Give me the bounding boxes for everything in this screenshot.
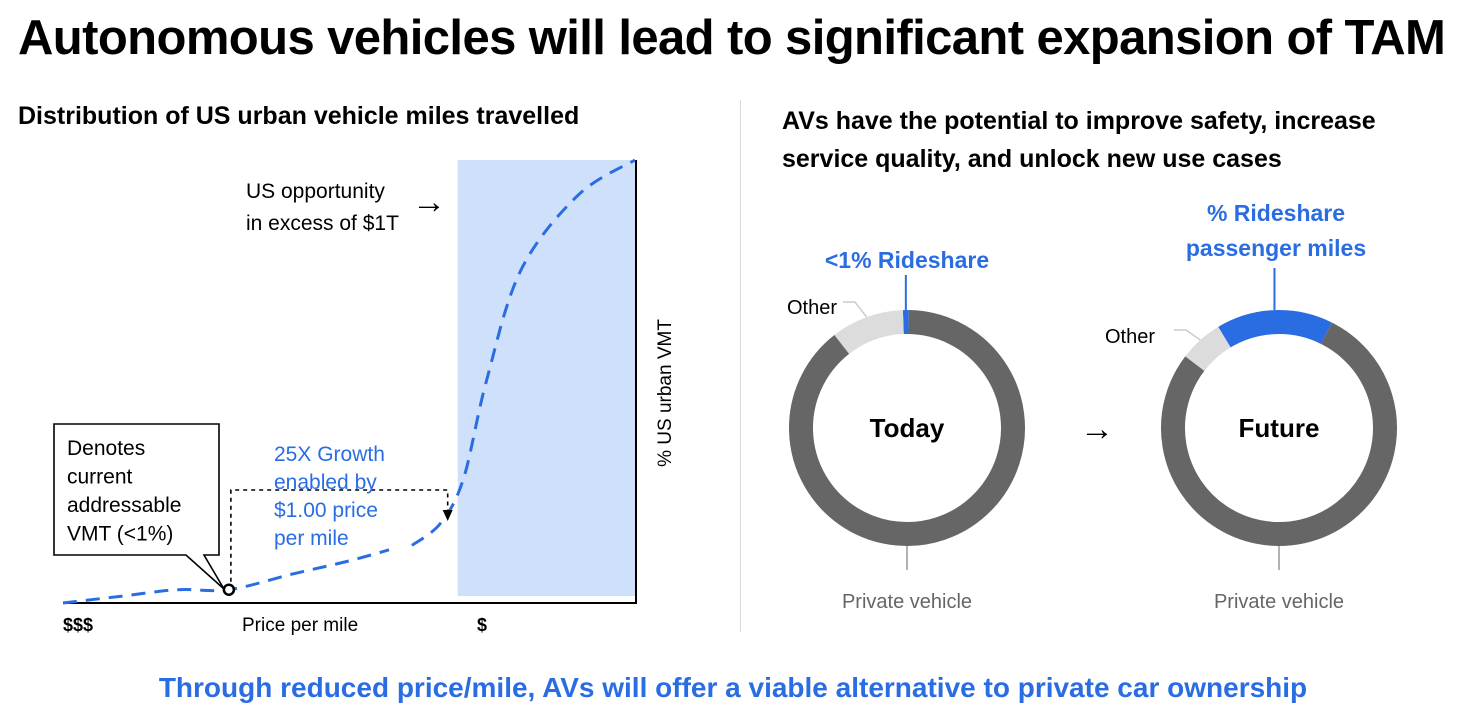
current-vmt-point xyxy=(222,583,236,596)
other-label: Other xyxy=(787,297,837,319)
current-vmt-callout-box xyxy=(53,423,225,590)
donut-layer: Today Private vehicle Other <1% Rideshare → F… xyxy=(787,200,1397,613)
private-vehicle-label: Private vehicle xyxy=(842,591,972,613)
line-chart-layer: Denotes current addressable VMT (<1%) 25X Gr… xyxy=(53,158,676,636)
rideshare-label-today: <1% Rideshare xyxy=(825,247,989,273)
growth-annotation-line: 25X Growth xyxy=(274,443,385,466)
growth-annotation-line: enabled by xyxy=(274,471,377,494)
current-vmt-callout-line: VMT (<1%) xyxy=(67,523,173,546)
donut-charts: Today Private vehicle Other <1% Rideshare → F… xyxy=(787,200,1397,613)
x-tick-low-price: $ xyxy=(477,615,487,635)
donut-center-label: Future xyxy=(1239,413,1320,443)
opportunity-arrow-icon: → xyxy=(412,183,446,221)
current-vmt-callout-line: current xyxy=(67,466,133,489)
growth-annotation-line: per mile xyxy=(274,527,349,550)
growth-bracket-arrowhead xyxy=(442,510,453,521)
footer-statement: Through reduced price/mile, AVs will off… xyxy=(158,672,1308,703)
page-title: Autonomous vehicles will lead to signifi… xyxy=(18,11,1446,65)
opportunity-shaded-region xyxy=(457,160,635,596)
rideshare-label-future-line2: passenger miles xyxy=(1186,235,1366,261)
other-label: Other xyxy=(1105,326,1155,348)
rideshare-slice xyxy=(1218,310,1332,348)
private-vehicle-label: Private vehicle xyxy=(1214,591,1344,613)
growth-bracket xyxy=(230,489,449,582)
private-vehicle-slice xyxy=(1161,322,1397,546)
other-slice xyxy=(1185,326,1231,372)
other-leader xyxy=(843,301,868,318)
transition-arrow-icon: → xyxy=(1080,410,1114,448)
opportunity-annotation-line: US opportunity xyxy=(246,180,385,203)
other-leader xyxy=(1174,329,1201,341)
private-vehicle-slice xyxy=(789,310,1025,546)
y-axis-label: % US urban VMT xyxy=(655,319,676,467)
current-vmt-callout-line: addressable xyxy=(67,494,181,517)
vmt-curve-future-segment xyxy=(411,158,636,547)
left-subtitle: Distribution of US urban vehicle miles t… xyxy=(18,102,580,130)
x-tick-high-price: $$$ xyxy=(63,615,93,635)
vmt-distribution-chart: Denotes current addressable VMT (<1%) 25X Gr… xyxy=(53,158,676,636)
opportunity-annotation-line: in excess of $1T xyxy=(246,212,399,235)
growth-annotation-line: $1.00 price xyxy=(274,499,378,522)
x-axis-label: Price per mile xyxy=(242,615,358,636)
donut-center-label: Today xyxy=(870,413,945,443)
right-subtitle: AVs have the potential to improve safety… xyxy=(782,107,1376,173)
rideshare-label-future-line1: % Rideshare xyxy=(1207,200,1345,226)
current-vmt-callout-line: Denotes xyxy=(67,437,145,460)
panel-divider xyxy=(740,100,741,632)
other-slice xyxy=(834,310,905,355)
